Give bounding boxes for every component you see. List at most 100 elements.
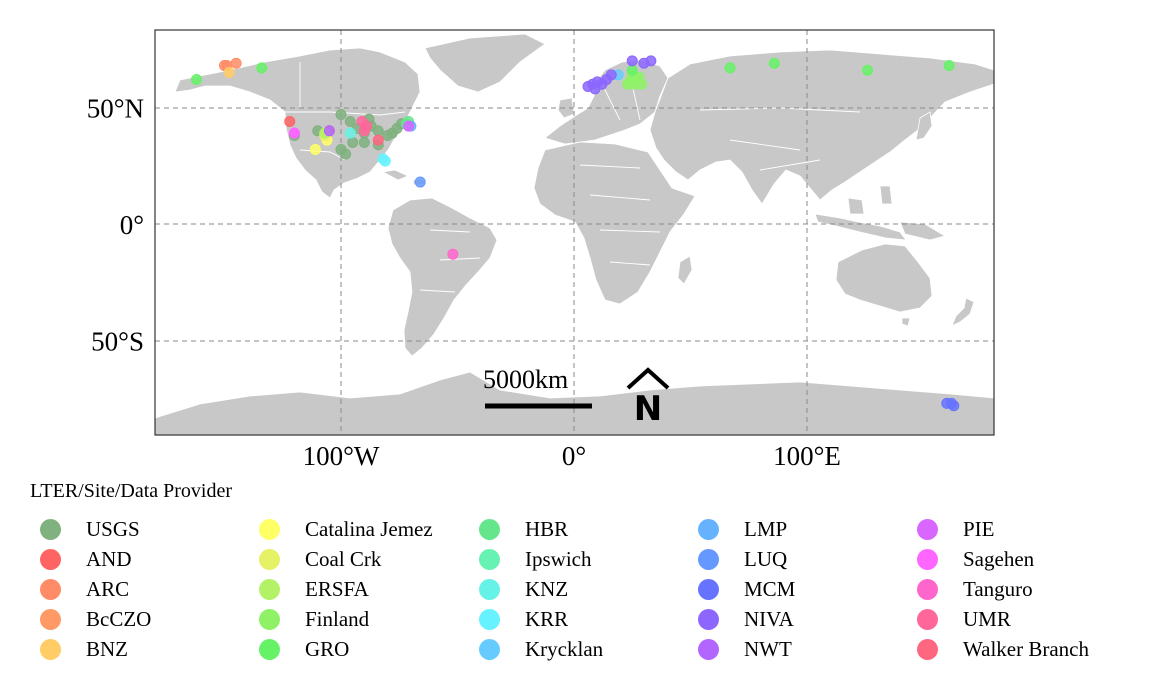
legend-entry: UMR	[917, 605, 1117, 635]
legend-label: Ipswich	[525, 547, 592, 571]
site-point-niva	[589, 83, 601, 95]
north-america-landmass	[174, 47, 421, 199]
greenland-landmass	[424, 33, 546, 93]
legend-entry: GRO	[259, 635, 459, 665]
site-point-gro	[862, 64, 874, 76]
legend-entry: Sagehen	[917, 545, 1117, 575]
legend-key-icon	[259, 549, 280, 570]
legend-key-icon	[917, 579, 938, 600]
legend-entry: Catalina Jemez	[259, 515, 459, 545]
legend-key-icon	[917, 519, 938, 540]
legend-key-icon	[259, 519, 280, 540]
site-point-tanguro	[447, 248, 459, 260]
legend-label: UMR	[963, 607, 1011, 631]
legend-entry: Coal Crk	[259, 545, 459, 575]
site-point-usgs	[347, 136, 359, 148]
x-tick-label: 100°W	[303, 441, 380, 471]
site-point-gro	[626, 64, 638, 76]
legend-label: Catalina Jemez	[305, 517, 433, 541]
north-arrow-icon	[626, 367, 670, 390]
legend-label: ERSFA	[305, 577, 369, 601]
legend-key-icon	[479, 519, 500, 540]
legend-entry: Finland	[259, 605, 459, 635]
axis-tick-labels: 50°N 0° 50°S 100°W 0° 100°E	[87, 94, 841, 472]
legend-key-icon	[259, 579, 280, 600]
legend-title: LTER/Site/Data Provider	[30, 480, 233, 502]
map-panel-border	[154, 29, 995, 436]
legend-entry: Walker Branch	[917, 635, 1117, 665]
legend-entry: LMP	[698, 515, 898, 545]
site-point-usgs	[372, 125, 384, 137]
site-point-pie	[403, 120, 415, 132]
site-point-gro	[724, 62, 736, 74]
legend-label: Tanguro	[963, 577, 1033, 601]
north-arrow: N	[626, 367, 670, 429]
legend-entry: NIVA	[698, 605, 898, 635]
x-tick-label: 0°	[562, 441, 586, 471]
site-point-finland	[636, 78, 648, 90]
legend-key-icon	[698, 579, 719, 600]
legend-entry: KRR	[479, 605, 679, 635]
legend-entry: ERSFA	[259, 575, 459, 605]
site-point-mcm	[941, 397, 953, 409]
site-point-gro	[943, 60, 955, 72]
indonesia-islands	[814, 185, 907, 241]
site-point-niva	[626, 55, 638, 67]
site-point-knz	[344, 127, 356, 139]
site-point-usgs	[335, 108, 347, 120]
legend-key-icon	[698, 609, 719, 630]
legend-label: USGS	[86, 517, 140, 541]
site-point-usgs	[344, 115, 356, 127]
legend-key-icon	[479, 609, 500, 630]
legend-label: NIVA	[744, 607, 794, 631]
site-point-gro	[191, 74, 203, 86]
legend-key-icon	[479, 639, 500, 660]
legend-entry: AND	[40, 545, 240, 575]
madagascar	[677, 255, 693, 285]
legend-entry: USGS	[40, 515, 240, 545]
site-point-usgs	[340, 148, 352, 160]
australia-landmass	[835, 243, 933, 313]
site-point-walker-branch	[372, 134, 384, 146]
legend-entry: MCM	[698, 575, 898, 605]
legend-entry: HBR	[479, 515, 679, 545]
legend-label: LMP	[744, 517, 788, 541]
legend-entry: BNZ	[40, 635, 240, 665]
new-zealand	[951, 297, 975, 327]
legend-key-icon	[479, 549, 500, 570]
legend-entry: ARC	[40, 575, 240, 605]
legend-label: Finland	[305, 607, 370, 631]
site-point-bnz	[223, 67, 235, 79]
legend-label: LUQ	[744, 547, 788, 571]
legend-key-icon	[917, 549, 938, 570]
site-point-arc	[230, 57, 242, 69]
scale-bar: 5000km	[483, 365, 592, 409]
legend-key-icon	[917, 639, 938, 660]
legend-key-icon	[259, 609, 280, 630]
site-point-gro	[256, 62, 268, 74]
japan-islands	[915, 111, 933, 141]
y-tick-label: 0°	[120, 210, 144, 240]
site-point-usgs	[358, 136, 370, 148]
legend-label: MCM	[744, 577, 796, 601]
legend-entry: KNZ	[479, 575, 679, 605]
site-point-niva	[605, 69, 617, 81]
legend-key-icon	[917, 609, 938, 630]
legend-key-icon	[40, 549, 61, 570]
site-point-catalina-jemez	[309, 143, 321, 155]
legend-entry: Tanguro	[917, 575, 1117, 605]
legend-entry: BcCZO	[40, 605, 240, 635]
legend-label: KNZ	[525, 577, 569, 601]
legend-entry: Krycklan	[479, 635, 679, 665]
legend-label: Coal Crk	[305, 547, 382, 571]
y-tick-label: 50°S	[91, 327, 144, 357]
uk-ireland	[557, 97, 575, 119]
scale-bar-label: 5000km	[483, 365, 568, 394]
legend-label: KRR	[525, 607, 569, 631]
legend-label: Sagehen	[963, 547, 1035, 571]
legend-key-icon	[259, 639, 280, 660]
legend-entry: NWT	[698, 635, 898, 665]
legend-label: BNZ	[86, 637, 128, 661]
site-point-luq	[414, 176, 426, 188]
site-points	[191, 55, 960, 412]
